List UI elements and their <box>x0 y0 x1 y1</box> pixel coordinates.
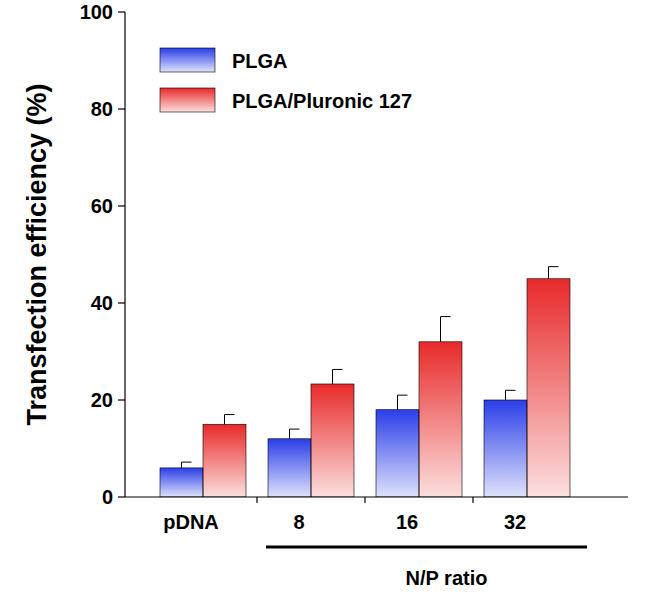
error-line <box>224 415 225 425</box>
y-tick <box>118 205 125 206</box>
legend-swatch <box>160 88 215 112</box>
y-tick <box>118 496 125 497</box>
legend-label: PLGA <box>232 50 288 72</box>
error-line <box>397 395 398 410</box>
bar <box>419 342 462 497</box>
error-line <box>181 462 182 468</box>
y-tick <box>118 108 125 109</box>
y-tick-label: 60 <box>91 195 113 217</box>
bar <box>484 400 527 497</box>
x-tick <box>364 497 365 503</box>
error-bar <box>506 390 516 400</box>
x-tick-label: 16 <box>396 511 418 533</box>
x-tick-label: 32 <box>504 511 526 533</box>
error-line <box>289 429 290 439</box>
error-bar <box>225 415 235 425</box>
x-axis <box>125 496 628 497</box>
y-axis <box>124 12 125 497</box>
error-cap <box>225 414 235 415</box>
error-bar <box>182 462 192 468</box>
error-bar <box>549 267 559 279</box>
x-tick <box>472 497 473 503</box>
y-tick-label: 40 <box>91 292 113 314</box>
error-line <box>332 369 333 384</box>
legend-label: PLGA/Pluronic 127 <box>232 90 412 112</box>
error-line <box>440 317 441 342</box>
y-tick-label: 0 <box>102 486 113 508</box>
x-tick <box>256 497 257 503</box>
y-tick <box>118 302 125 303</box>
annotation-line <box>266 546 587 549</box>
bar <box>160 468 203 497</box>
legend-swatch <box>160 48 215 72</box>
error-cap <box>182 462 192 463</box>
bar <box>203 424 246 497</box>
y-tick <box>118 11 125 12</box>
y-axis-label: Transfection efficiency (%) <box>22 83 52 425</box>
error-bar <box>290 429 300 439</box>
bar <box>376 410 419 497</box>
error-line <box>505 390 506 400</box>
annotation: N/P ratio <box>406 567 488 589</box>
x-tick-label: 8 <box>293 511 304 533</box>
bar <box>311 384 354 497</box>
error-cap <box>398 395 408 396</box>
y-tick-label: 20 <box>91 389 113 411</box>
y-tick-label: 100 <box>80 1 113 23</box>
error-cap <box>333 369 343 370</box>
bar <box>268 439 311 497</box>
bars <box>160 267 570 497</box>
error-cap <box>506 390 516 391</box>
y-tick <box>118 399 125 400</box>
error-cap <box>290 429 300 430</box>
error-line <box>548 267 549 279</box>
error-cap <box>441 316 451 317</box>
bar <box>527 279 570 497</box>
error-bar <box>441 317 451 342</box>
error-bar <box>398 395 408 410</box>
legend: PLGA PLGA/Pluronic 127 <box>160 48 412 112</box>
x-tick-label: pDNA <box>163 511 219 533</box>
y-tick-label: 80 <box>91 98 113 120</box>
chart: 0 20 40 60 80 100 pDNA 8 16 32 N/P ratio Transfecti… <box>0 0 662 612</box>
error-cap <box>549 266 559 267</box>
error-bar <box>333 369 343 384</box>
